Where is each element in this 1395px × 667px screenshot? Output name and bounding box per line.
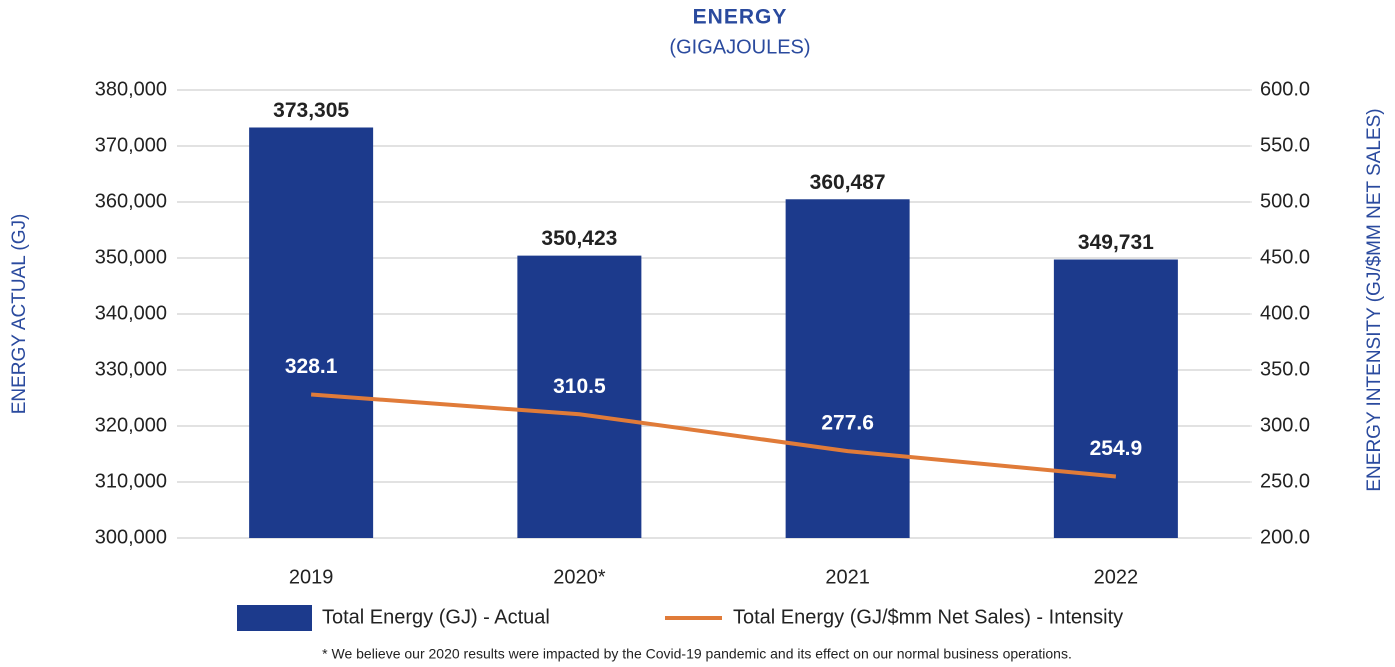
y2-tick-label: 350.0 [1260,358,1310,380]
y2-tick-label: 300.0 [1260,414,1310,436]
chart-subtitle: (GIGAJOULES) [669,36,810,58]
y2-axis-label: ENERGY INTENSITY (GJ/$MM NET SALES) [1364,108,1385,491]
bar-value-label: 350,423 [541,227,617,250]
y-tick-label: 330,000 [95,358,167,380]
bar-value-label: 373,305 [273,99,349,122]
y2-tick-label: 400.0 [1260,302,1310,324]
line [310,392,1117,479]
footnote: * We believe our 2020 results were impac… [322,646,1072,662]
bar [1053,259,1178,538]
y2-tick-label: 250.0 [1260,470,1310,492]
y2-tick-label: 500.0 [1260,190,1310,212]
line-value-label: 328.1 [285,355,338,378]
line-value-label: 277.6 [821,412,874,435]
y2-tick-label: 550.0 [1260,134,1310,156]
bar-value-label: 360,487 [810,171,886,194]
y-axis-label: ENERGY ACTUAL (GJ) [9,214,30,415]
line-value-label: 254.9 [1090,437,1143,460]
bar [249,127,374,538]
y-tick-label: 360,000 [95,190,167,212]
y-tick-label: 380,000 [95,78,167,100]
y-tick-label: 370,000 [95,134,167,156]
chart-title: ENERGY [693,6,788,29]
y2-tick-label: 600.0 [1260,78,1310,100]
y2-tick-label: 200.0 [1260,526,1310,548]
y-tick-label: 320,000 [95,414,167,436]
bar [785,199,910,538]
y-tick-label: 310,000 [95,470,167,492]
x-tick-label: 2019 [289,566,334,588]
legend-label: Total Energy (GJ) - Actual [322,606,550,628]
x-tick-label: 2021 [825,566,870,588]
bar [517,255,642,538]
x-tick-label: 2022 [1094,566,1139,588]
legend-swatch [237,605,312,631]
y2-tick-label: 450.0 [1260,246,1310,268]
legend-label: Total Energy (GJ/$mm Net Sales) - Intens… [733,606,1123,628]
y-tick-label: 300,000 [95,526,167,548]
y-tick-label: 340,000 [95,302,167,324]
y-tick-label: 350,000 [95,246,167,268]
bar-value-label: 349,731 [1078,231,1154,254]
x-tick-label: 2020* [553,566,605,588]
line-value-label: 310.5 [553,375,606,398]
